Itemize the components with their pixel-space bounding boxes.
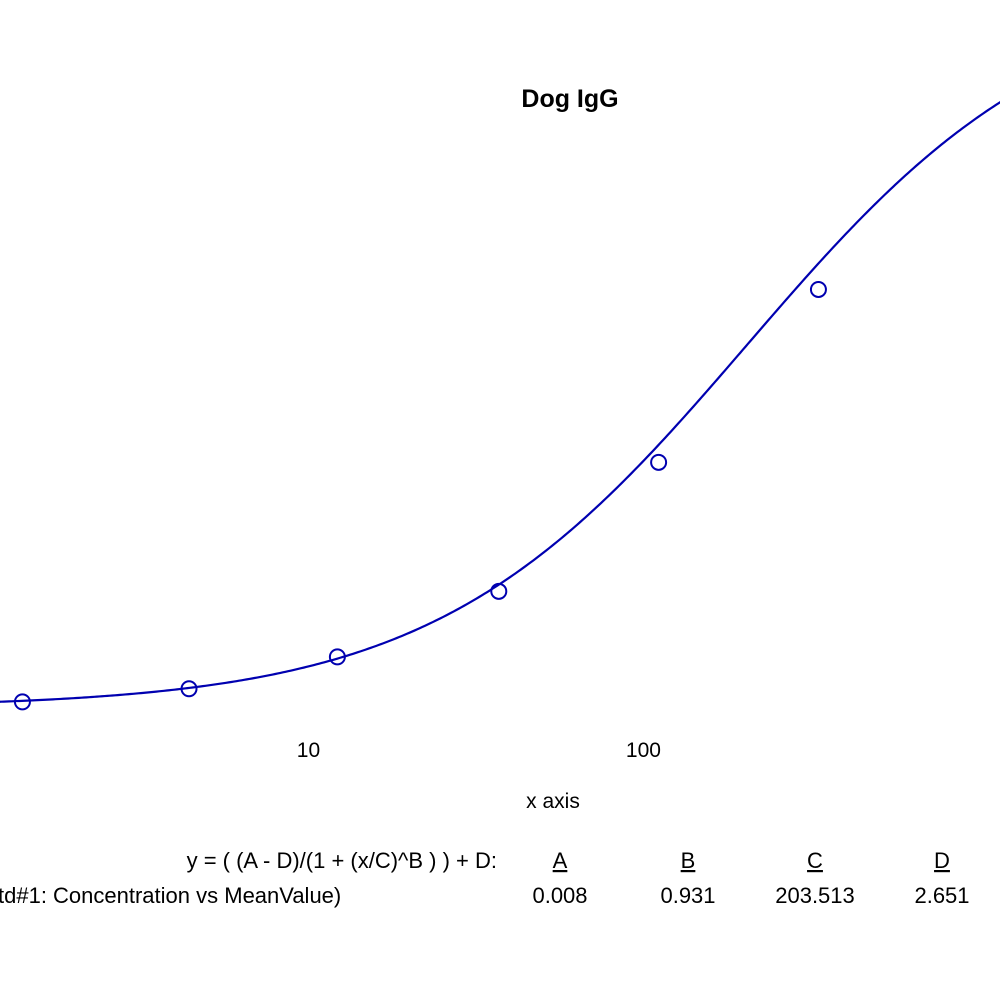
- param-name: B: [681, 848, 696, 873]
- data-point: [809, 280, 827, 298]
- x-tick-label: 10: [297, 739, 320, 762]
- plot-area: [0, 101, 1000, 711]
- fit-series-label: td#1: Concentration vs MeanValue): [0, 883, 341, 908]
- x-tick-labels: 10 100: [297, 739, 661, 762]
- data-point: [490, 582, 508, 600]
- data-point: [650, 453, 668, 471]
- data-point: [180, 680, 198, 698]
- param-name: A: [553, 848, 568, 873]
- fit-equation: y = ( (A - D)/(1 + (x/C)^B ) ) + D:: [187, 848, 497, 873]
- fit-parameters: A 0.008 B 0.931 C 203.513 D 2.651: [532, 848, 969, 908]
- x-tick-label: 100: [626, 739, 661, 762]
- chart-title: Dog IgG: [521, 85, 618, 113]
- data-point: [328, 648, 346, 666]
- param-value: 203.513: [775, 883, 855, 908]
- data-point: [13, 693, 31, 711]
- param-name: D: [934, 848, 950, 873]
- param-name: C: [807, 848, 823, 873]
- param-value: 0.008: [532, 883, 587, 908]
- param-value: 0.931: [660, 883, 715, 908]
- fit-curve: [0, 101, 1000, 703]
- param-value: 2.651: [914, 883, 969, 908]
- x-axis-label: x axis: [526, 790, 580, 813]
